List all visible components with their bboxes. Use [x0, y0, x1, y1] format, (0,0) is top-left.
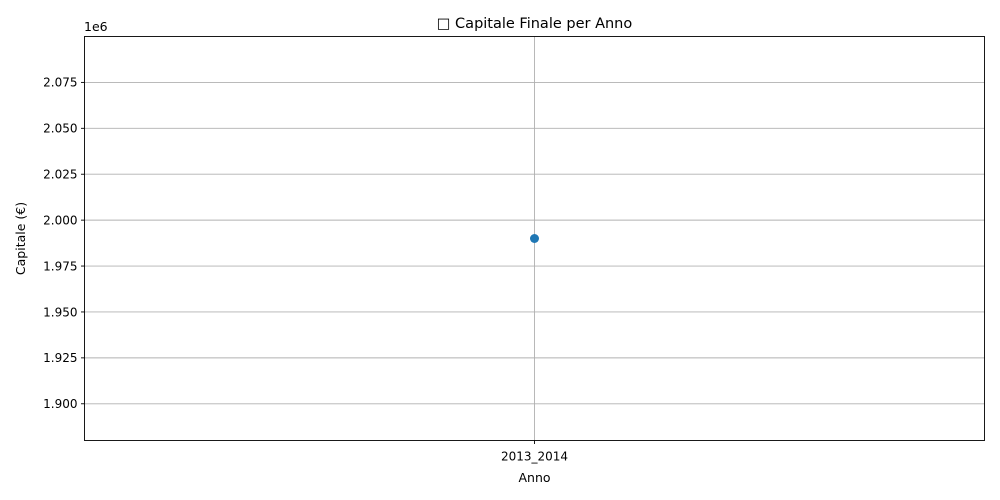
y-tick-label: 1.925 [43, 351, 77, 365]
y-tick-label: 1.950 [43, 305, 77, 319]
data-point [530, 234, 539, 243]
y-tick-label: 2.000 [43, 213, 77, 227]
y-tick-label: 2.075 [43, 76, 77, 90]
y-tick-label: 2.025 [43, 168, 77, 182]
y-tick-label: 1.900 [43, 397, 77, 411]
y-tick-label: 1.975 [43, 259, 77, 273]
y-offset-label: 1e6 [84, 19, 108, 34]
plot-frame [84, 36, 985, 441]
y-axis-label: Capitale (€) [13, 202, 28, 275]
chart-title: □ Capitale Finale per Anno [437, 16, 633, 32]
series-layer [530, 234, 539, 243]
x-tick-label: 2013_2014 [501, 450, 568, 464]
grid-layer [84, 36, 985, 441]
tick-layer: 1.900 1.925 1.950 1.975 2.000 2.025 2.050 2.075… [43, 76, 568, 464]
x-axis-label: Anno [518, 470, 550, 485]
y-tick-label: 2.050 [43, 122, 77, 136]
